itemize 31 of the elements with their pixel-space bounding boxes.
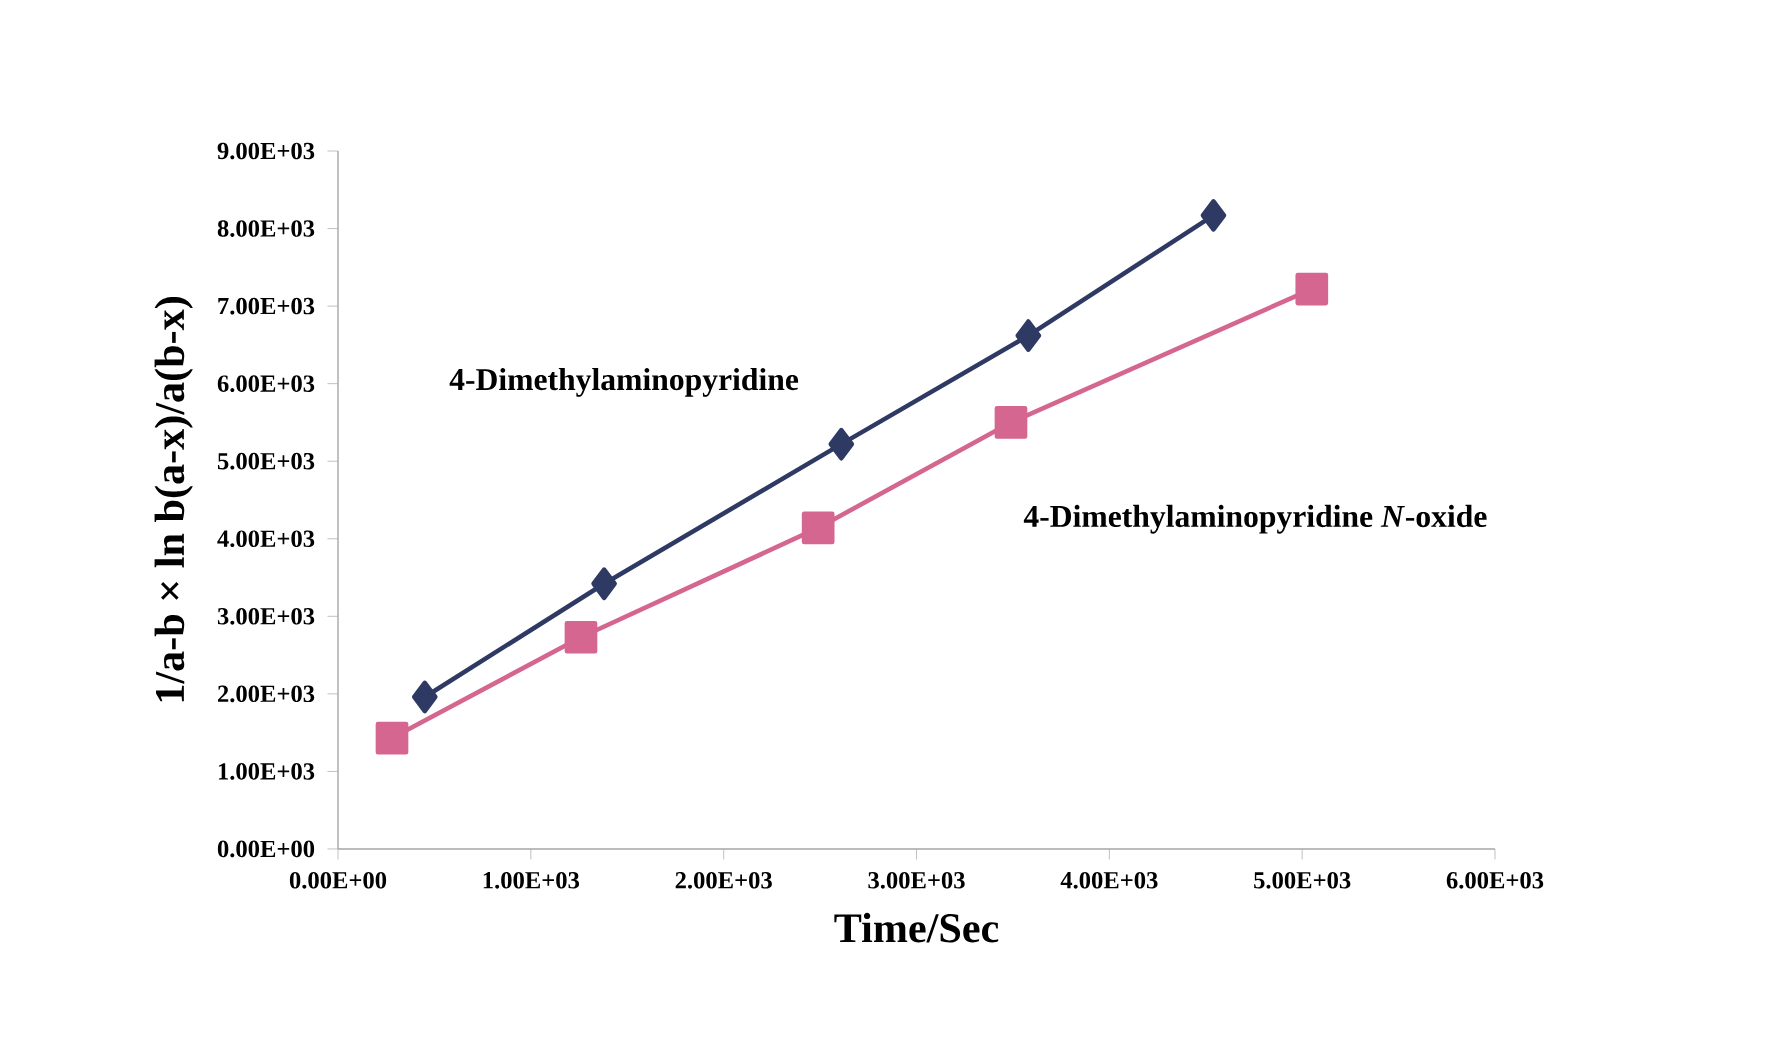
y-tick-label: 6.00E+03 (217, 375, 315, 393)
point (411, 680, 438, 714)
x-tick-label: 4.00E+03 (1060, 871, 1158, 889)
y-tick-label: 4.00E+03 (217, 530, 315, 548)
y-tick-label: 0.00E+00 (217, 840, 315, 858)
y-tick-label: 1.00E+03 (218, 763, 315, 780)
point (1295, 272, 1329, 306)
x-tick-label: 6.00E+03 (1446, 871, 1544, 889)
point (994, 406, 1028, 439)
point (801, 511, 835, 545)
x-tick-label: 0.00E+00 (289, 871, 387, 889)
x-tick-label: 5.00E+03 (1254, 871, 1351, 889)
x-axis-title: Time/Sec (834, 912, 999, 943)
point (828, 427, 855, 461)
x-tick-label: 1.00E+03 (483, 871, 580, 889)
series-label: 4-Dimethylaminopyridine (449, 367, 799, 397)
y-tick-label: 5.00E+03 (217, 452, 315, 470)
point (564, 620, 598, 654)
point (1015, 319, 1042, 352)
text: 4-Dimethylaminopyridine N-oxide (1023, 504, 1487, 534)
y-tick-label: 8.00E+03 (217, 220, 315, 237)
y-tick-label: 9.00E+03 (217, 142, 315, 160)
point (591, 567, 617, 601)
x-tick-label: 2.00E+03 (675, 871, 772, 889)
y-tick-label: 3.00E+03 (217, 607, 315, 625)
point (375, 721, 409, 755)
y-axis-title: 1/a-b × ln b(a-x)/a(b-x) (154, 297, 193, 702)
point (1200, 199, 1227, 232)
y-tick-label: 2.00E+03 (218, 685, 315, 703)
x-tick-label: 3.00E+03 (868, 871, 965, 889)
y-tick-label: 7.00E+03 (218, 297, 315, 315)
